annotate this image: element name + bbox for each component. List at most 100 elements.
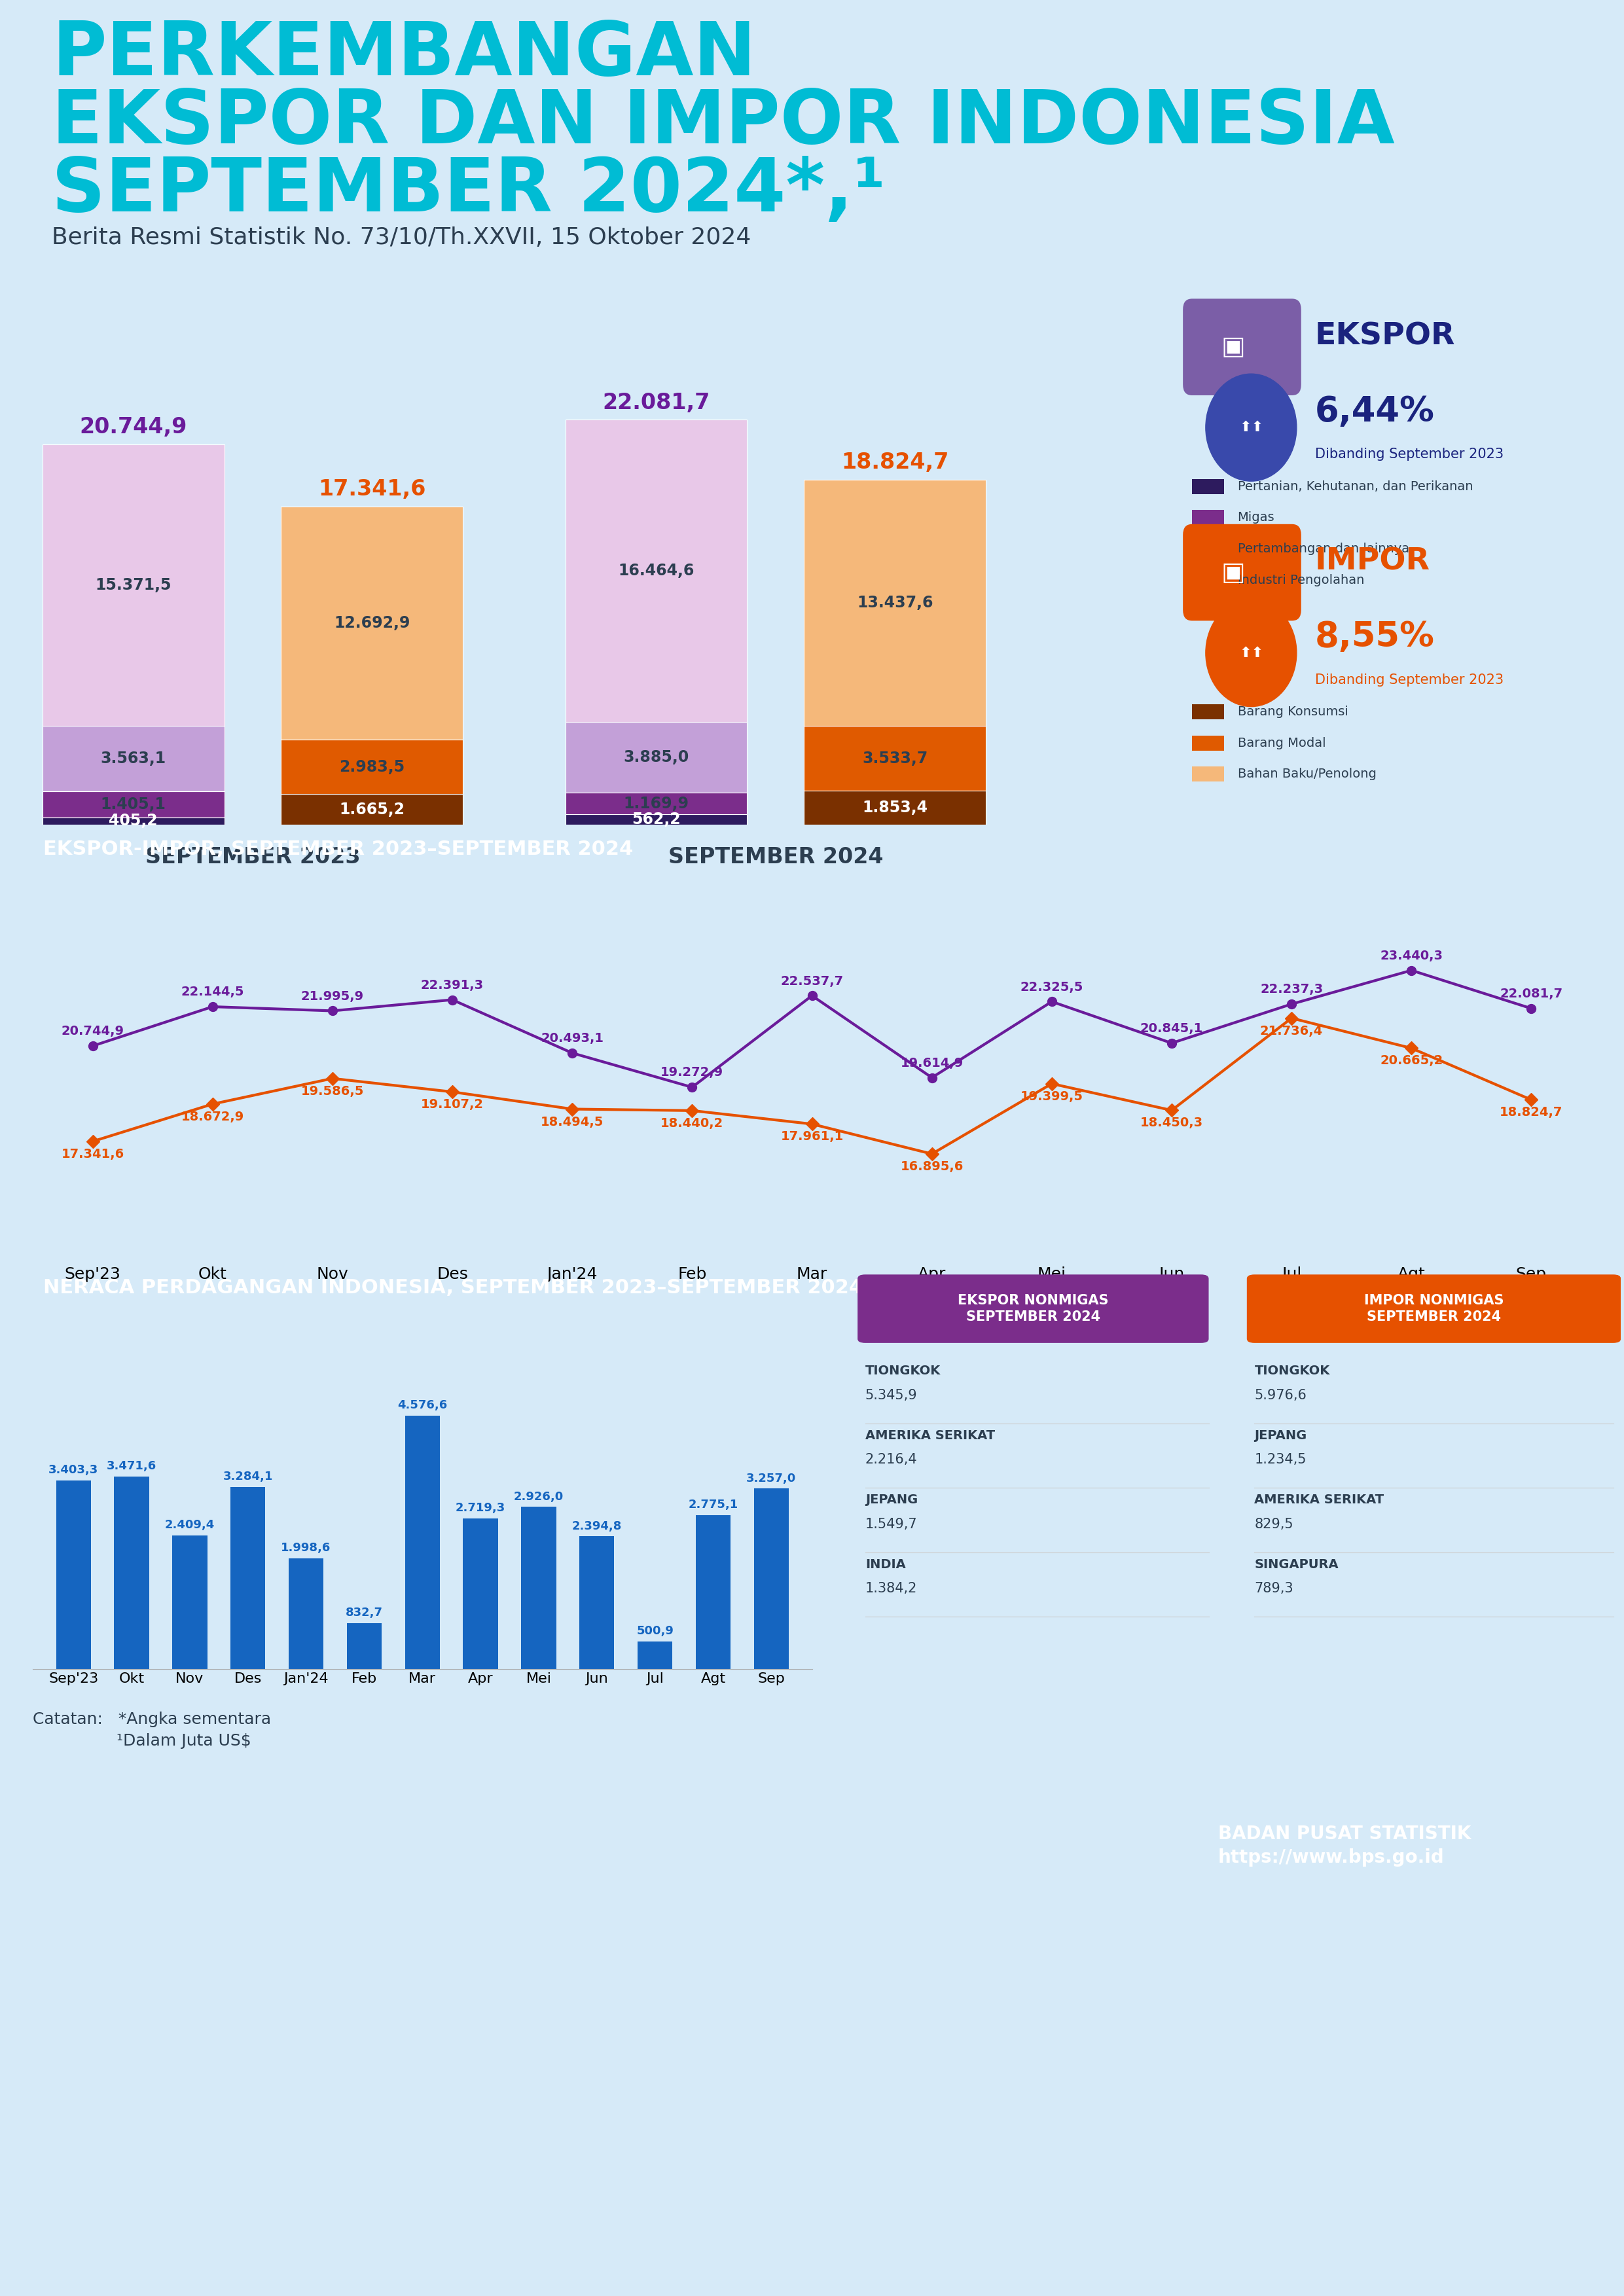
- Bar: [804, 790, 986, 824]
- Text: 1.405,1: 1.405,1: [101, 797, 166, 813]
- Text: Barang Konsumsi: Barang Konsumsi: [1237, 705, 1348, 719]
- Text: 3.563,1: 3.563,1: [101, 751, 166, 767]
- Text: 1.665,2: 1.665,2: [339, 801, 404, 817]
- Text: JEPANG: JEPANG: [866, 1495, 918, 1506]
- Text: IMPOR: IMPOR: [1315, 546, 1431, 576]
- Text: 8,55%: 8,55%: [1315, 620, 1434, 654]
- Bar: [1192, 480, 1224, 494]
- Text: INDIA: INDIA: [866, 1559, 906, 1570]
- Text: EKSPOR-IMPOR, SEPTEMBER 2023–SEPTEMBER 2024: EKSPOR-IMPOR, SEPTEMBER 2023–SEPTEMBER 2…: [42, 840, 633, 859]
- Bar: [463, 1518, 499, 1669]
- Text: Pertambangan dan lainnya: Pertambangan dan lainnya: [1237, 542, 1410, 556]
- Text: PERKEMBANGAN: PERKEMBANGAN: [52, 18, 755, 92]
- Text: Dibanding September 2023: Dibanding September 2023: [1315, 673, 1504, 687]
- Text: Migas: Migas: [1237, 512, 1275, 523]
- Text: 20.744,9: 20.744,9: [62, 1026, 123, 1038]
- Text: 1.169,9: 1.169,9: [624, 797, 689, 810]
- Text: Dibanding September 2023: Dibanding September 2023: [1315, 448, 1504, 461]
- Text: 2.926,0: 2.926,0: [513, 1490, 564, 1502]
- Text: 5.976,6: 5.976,6: [1254, 1389, 1307, 1403]
- Bar: [281, 794, 463, 824]
- Text: 1.234,5: 1.234,5: [1254, 1453, 1307, 1467]
- Text: 20.845,1: 20.845,1: [1140, 1022, 1203, 1035]
- Bar: [281, 739, 463, 794]
- Text: 23.440,3: 23.440,3: [1380, 951, 1442, 962]
- Text: AMERIKA SERIKAT: AMERIKA SERIKAT: [866, 1430, 996, 1442]
- Bar: [1192, 510, 1224, 526]
- Text: 19.272,9: 19.272,9: [661, 1068, 724, 1079]
- Text: 18.494,5: 18.494,5: [541, 1116, 604, 1127]
- Text: 405,2: 405,2: [109, 813, 158, 829]
- Text: 20.665,2: 20.665,2: [1380, 1054, 1444, 1068]
- Text: 4.576,6: 4.576,6: [398, 1398, 447, 1412]
- Text: 16.464,6: 16.464,6: [619, 563, 695, 579]
- Bar: [1192, 705, 1224, 719]
- Text: Pertanian, Kehutanan, dan Perikanan: Pertanian, Kehutanan, dan Perikanan: [1237, 480, 1473, 494]
- Circle shape: [1205, 374, 1296, 482]
- Bar: [172, 1536, 208, 1669]
- Text: SEPTEMBER 2024: SEPTEMBER 2024: [667, 847, 883, 868]
- Text: 3.284,1: 3.284,1: [222, 1472, 273, 1483]
- Text: Bahan Baku/Penolong: Bahan Baku/Penolong: [1237, 767, 1376, 781]
- Text: 20.744,9: 20.744,9: [80, 416, 187, 439]
- Text: ▣: ▣: [1221, 335, 1246, 360]
- Text: 1.384,2: 1.384,2: [866, 1582, 918, 1596]
- Text: 17.341,6: 17.341,6: [318, 478, 425, 501]
- Bar: [754, 1488, 789, 1669]
- Text: ⬆⬆: ⬆⬆: [1239, 420, 1263, 434]
- Text: 500,9: 500,9: [637, 1626, 674, 1637]
- Bar: [289, 1559, 323, 1669]
- Text: 2.409,4: 2.409,4: [164, 1520, 214, 1531]
- Text: 19.399,5: 19.399,5: [1020, 1091, 1083, 1102]
- Text: SINGAPURA: SINGAPURA: [1254, 1559, 1338, 1570]
- Text: SEPTEMBER 2024*,¹: SEPTEMBER 2024*,¹: [52, 154, 885, 227]
- Text: 19.614,9: 19.614,9: [900, 1056, 963, 1070]
- Text: 1.549,7: 1.549,7: [866, 1518, 918, 1531]
- Bar: [1192, 572, 1224, 588]
- Bar: [1192, 542, 1224, 556]
- Text: AMERIKA SERIKAT: AMERIKA SERIKAT: [1254, 1495, 1384, 1506]
- Text: 18.440,2: 18.440,2: [661, 1118, 724, 1130]
- Text: Industri Pengolahan: Industri Pengolahan: [1237, 574, 1364, 585]
- Text: 16.895,6: 16.895,6: [900, 1159, 963, 1173]
- Bar: [521, 1506, 555, 1669]
- Text: 18.824,7: 18.824,7: [1501, 1107, 1562, 1118]
- Bar: [638, 1642, 672, 1669]
- Text: 22.325,5: 22.325,5: [1020, 980, 1083, 994]
- FancyBboxPatch shape: [1182, 298, 1301, 395]
- Bar: [42, 726, 224, 792]
- Text: 1.998,6: 1.998,6: [281, 1543, 331, 1554]
- Bar: [565, 815, 747, 824]
- Text: Barang Modal: Barang Modal: [1237, 737, 1325, 748]
- Text: 18.824,7: 18.824,7: [841, 452, 948, 473]
- Bar: [231, 1488, 265, 1669]
- Text: 562,2: 562,2: [632, 813, 680, 827]
- Text: 17.961,1: 17.961,1: [781, 1130, 843, 1143]
- Text: 21.995,9: 21.995,9: [300, 990, 364, 1003]
- Text: Berita Resmi Statistik No. 73/10/Th.XXVII, 15 Oktober 2024: Berita Resmi Statistik No. 73/10/Th.XXVI…: [52, 227, 750, 248]
- FancyBboxPatch shape: [857, 1274, 1208, 1343]
- Text: 2.719,3: 2.719,3: [456, 1502, 505, 1513]
- Text: 2.216,4: 2.216,4: [866, 1453, 918, 1467]
- Text: 789,3: 789,3: [1254, 1582, 1293, 1596]
- Text: 22.391,3: 22.391,3: [421, 978, 484, 992]
- Text: 3.257,0: 3.257,0: [747, 1472, 796, 1483]
- Text: 22.537,7: 22.537,7: [781, 976, 843, 987]
- Bar: [804, 480, 986, 726]
- Text: 832,7: 832,7: [346, 1607, 383, 1619]
- Bar: [404, 1417, 440, 1669]
- Text: EKSPOR: EKSPOR: [1315, 321, 1455, 351]
- Text: 22.237,3: 22.237,3: [1260, 983, 1324, 996]
- Text: BADAN PUSAT STATISTIK
https://www.bps.go.id: BADAN PUSAT STATISTIK https://www.bps.go…: [1218, 1825, 1471, 1867]
- Bar: [281, 507, 463, 739]
- Text: 22.144,5: 22.144,5: [180, 985, 244, 999]
- Text: NERACA PERDAGANGAN INDONESIA, SEPTEMBER 2023–SEPTEMBER 2024: NERACA PERDAGANGAN INDONESIA, SEPTEMBER …: [42, 1279, 862, 1297]
- Text: ▣: ▣: [1221, 560, 1246, 585]
- Text: 21.736,4: 21.736,4: [1260, 1024, 1324, 1038]
- Bar: [42, 792, 224, 817]
- Text: Catatan:   *Angka sementara
                ¹Dalam Juta US$: Catatan: *Angka sementara ¹Dalam Juta US…: [32, 1711, 271, 1750]
- Bar: [804, 726, 986, 790]
- Text: 15.371,5: 15.371,5: [96, 576, 172, 592]
- Text: 19.107,2: 19.107,2: [421, 1097, 484, 1111]
- Bar: [42, 443, 224, 726]
